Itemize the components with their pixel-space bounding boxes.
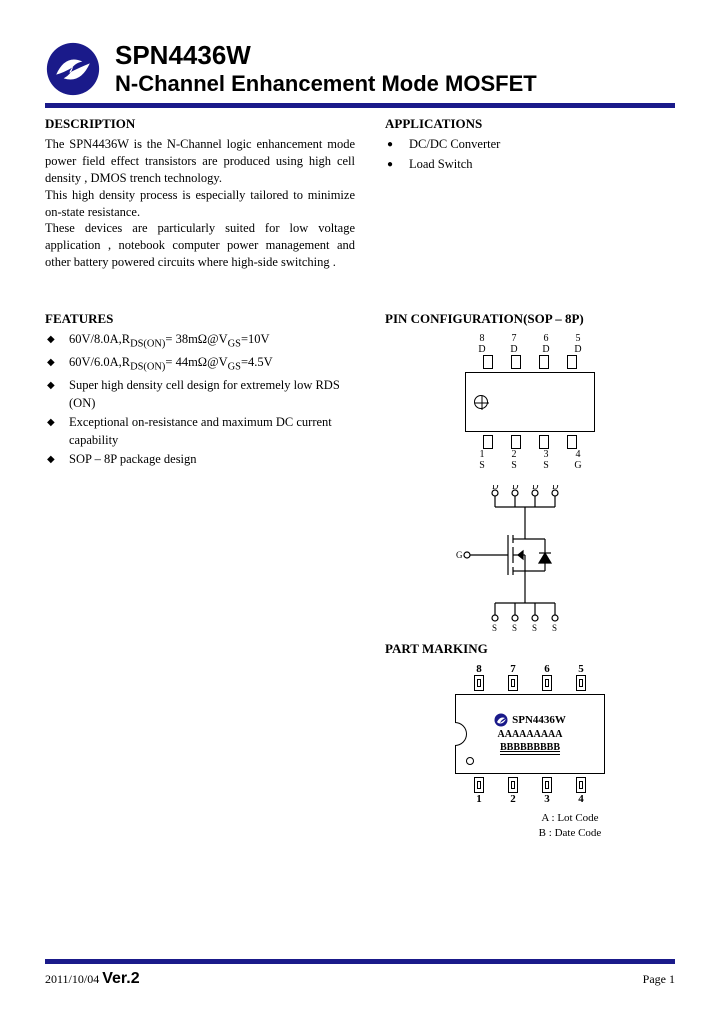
description-p1: The SPN4436W is the N-Channel logic enha… [45,136,355,187]
legend-a: A : Lot Code [465,811,675,826]
pin-label: S [475,460,489,471]
footer-date: 2011/10/04 [45,972,99,986]
mid-columns: FEATURES 60V/8.0A,RDS(ON)= 38mΩ@VGS=10V … [45,311,675,842]
mosfet-circuit-icon: D D D D G S S S S [450,485,610,635]
pin-num: 4 [575,793,587,805]
company-logo-small-icon [494,713,508,727]
part-marking-heading: PART MARKING [385,641,675,657]
svg-text:D: D [552,485,559,491]
svg-text:D: D [492,485,499,491]
sop-package-diagram: 8D 7D 6D 5D 1S 2S 3S 4G [385,333,675,471]
pin-label: D [475,344,489,355]
features-section: FEATURES 60V/8.0A,RDS(ON)= 38mΩ@VGS=10V … [45,311,355,842]
description-p3: These devices are particularly suited fo… [45,220,355,271]
applications-section: APPLICATIONS DC/DC Converter Load Switch [385,116,675,271]
part-marking-diagram: 8 7 6 5 SPN4436W AAAAAAAAA BBBBBBBBB 1 2 [385,663,675,842]
top-columns: DESCRIPTION The SPN4436W is the N-Channe… [45,116,675,271]
pin-num: 2 [507,793,519,805]
svg-text:D: D [532,485,539,491]
feature-item: SOP – 8P package design [47,451,355,469]
pin-num: 1 [475,449,489,460]
svg-text:S: S [512,623,517,633]
pin-label: S [539,460,553,471]
features-heading: FEATURES [45,311,355,327]
svg-text:S: S [552,623,557,633]
svg-text:D: D [512,485,519,491]
feature-item: Exceptional on-resistance and maximum DC… [47,414,355,449]
pin-num: 2 [507,449,521,460]
applications-heading: APPLICATIONS [385,116,675,132]
divider-bottom [45,959,675,964]
application-item: Load Switch [387,156,675,174]
marking-text: SPN4436W [512,714,566,726]
marking-line-b: BBBBBBBBB [500,742,560,755]
legend-b: B : Date Code [465,826,675,841]
footer-page: Page 1 [643,972,675,987]
pin-label: S [507,460,521,471]
pin-num: 5 [575,663,587,675]
description-p2: This high density process is especially … [45,187,355,221]
footer-version: Ver.2 [102,970,139,987]
footer: 2011/10/04 Ver.2 Page 1 [45,949,675,988]
description-heading: DESCRIPTION [45,116,355,132]
pin-label: D [571,344,585,355]
svg-text:G: G [456,550,463,560]
feature-item: Super high density cell design for extre… [47,377,355,412]
pin-num: 3 [541,793,553,805]
subtitle: N-Channel Enhancement Mode MOSFET [115,71,675,97]
part-number: SPN4436W [115,40,675,71]
svg-text:S: S [532,623,537,633]
pin-num: 8 [475,333,489,344]
svg-text:S: S [492,623,497,633]
description-section: DESCRIPTION The SPN4436W is the N-Channe… [45,116,355,271]
pin-num: 4 [571,449,585,460]
company-logo-icon [45,41,101,97]
pin-num: 3 [539,449,553,460]
title-block: SPN4436W N-Channel Enhancement Mode MOSF… [115,40,675,97]
pin-label: G [571,460,585,471]
pin-labels-top: 8D 7D 6D 5D [385,333,675,355]
marking-line-a: AAAAAAAAA [498,729,563,740]
pin-num: 8 [473,663,485,675]
diagrams-column: PIN CONFIGURATION(SOP – 8P) 8D 7D 6D 5D … [385,311,675,842]
divider-top [45,103,675,108]
pin-num: 6 [541,663,553,675]
chip-marking-body: SPN4436W AAAAAAAAA BBBBBBBBB [455,694,605,774]
pin-num: 7 [507,663,519,675]
pin-labels-bottom: 1S 2S 3S 4G [385,449,675,471]
pin-num: 5 [571,333,585,344]
chip-body-icon [465,372,595,432]
features-list: 60V/8.0A,RDS(ON)= 38mΩ@VGS=10V 60V/6.0A,… [45,331,355,469]
pin-config-heading: PIN CONFIGURATION(SOP – 8P) [385,311,675,327]
pin-label: D [507,344,521,355]
code-legend: A : Lot Code B : Date Code [385,811,675,842]
applications-list: DC/DC Converter Load Switch [385,136,675,173]
feature-item: 60V/8.0A,RDS(ON)= 38mΩ@VGS=10V [47,331,355,352]
application-item: DC/DC Converter [387,136,675,154]
pin-label: D [539,344,553,355]
pin-num: 6 [539,333,553,344]
feature-item: 60V/6.0A,RDS(ON)= 44mΩ@VGS=4.5V [47,354,355,375]
header: SPN4436W N-Channel Enhancement Mode MOSF… [45,40,675,97]
pin-num: 1 [473,793,485,805]
pin-num: 7 [507,333,521,344]
